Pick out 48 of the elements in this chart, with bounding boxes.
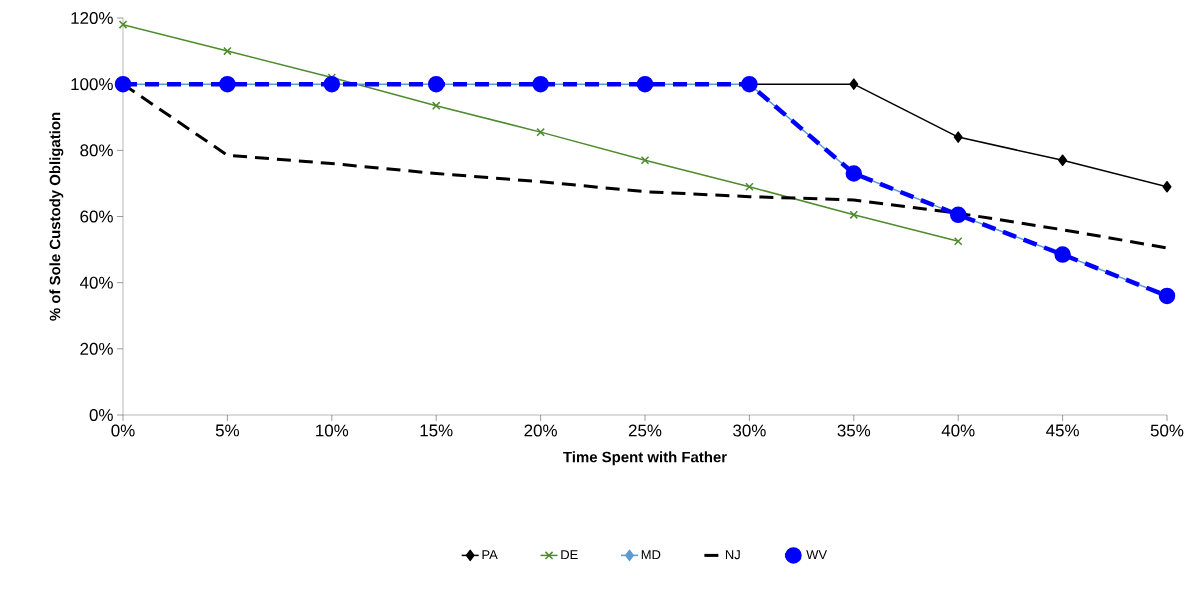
legend-label: MD [641,550,661,560]
y-tick-label: 40% [79,276,113,289]
x-tick-label: 40% [941,424,975,437]
point [949,206,967,224]
y-tick-label: 80% [80,144,113,157]
point [845,165,863,182]
x-tick-label: 50% [1150,424,1184,437]
legend-label: NJ [725,550,740,560]
x-axis-title: Time Spent with Father [563,451,727,466]
point [1058,154,1068,166]
x-tick-label: 25% [628,424,662,437]
point [323,75,341,93]
point [219,75,236,93]
x-tick-label: 0% [111,424,135,437]
x-tick-label: 45% [1046,424,1079,437]
x-tick-label: 15% [420,424,453,437]
legend-label: DE [561,550,578,560]
point [849,78,859,90]
point [532,75,549,93]
x-tick-label: 30% [733,424,766,437]
point [1162,180,1172,193]
point [953,237,963,246]
point [431,101,441,110]
x-tick-label: 35% [837,424,871,437]
x-tick-label: 20% [524,424,557,437]
legend-label: WV [806,550,828,560]
point [223,46,232,56]
point [118,20,128,29]
point [536,127,545,137]
y-tick-label: 120% [71,12,113,24]
point [640,155,650,165]
x-tick-label: 10% [316,424,349,437]
point [741,75,758,93]
point [1054,246,1071,263]
y-tick-label: 20% [80,342,113,355]
y-tick-label: 0% [89,409,113,421]
point [849,210,859,220]
point [953,131,963,143]
point [745,182,754,192]
point [114,75,132,93]
y-axis-title: % of Sole Custody Obligation [49,112,64,321]
point [636,75,654,93]
x-tick-label: 5% [215,424,240,437]
point [427,75,445,93]
y-tick-label: 100% [71,78,113,91]
legend-label: PA [482,550,498,560]
point [1158,287,1176,305]
y-tick-label: 60% [80,210,113,223]
